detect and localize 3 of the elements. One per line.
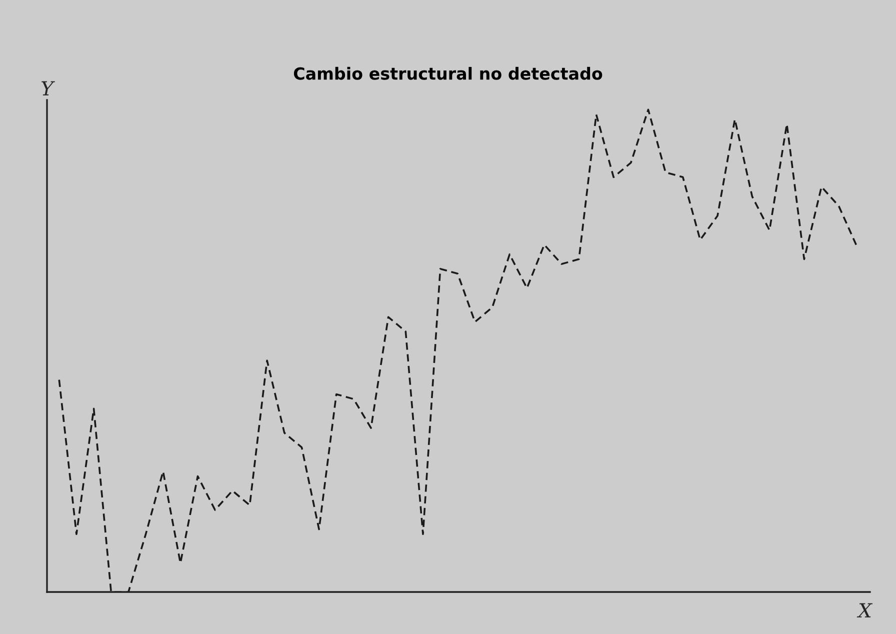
x-axis-title: X bbox=[856, 603, 873, 618]
y-axis-title: Y bbox=[42, 81, 55, 96]
chart-title: Cambio estructural no detectado bbox=[294, 66, 602, 80]
